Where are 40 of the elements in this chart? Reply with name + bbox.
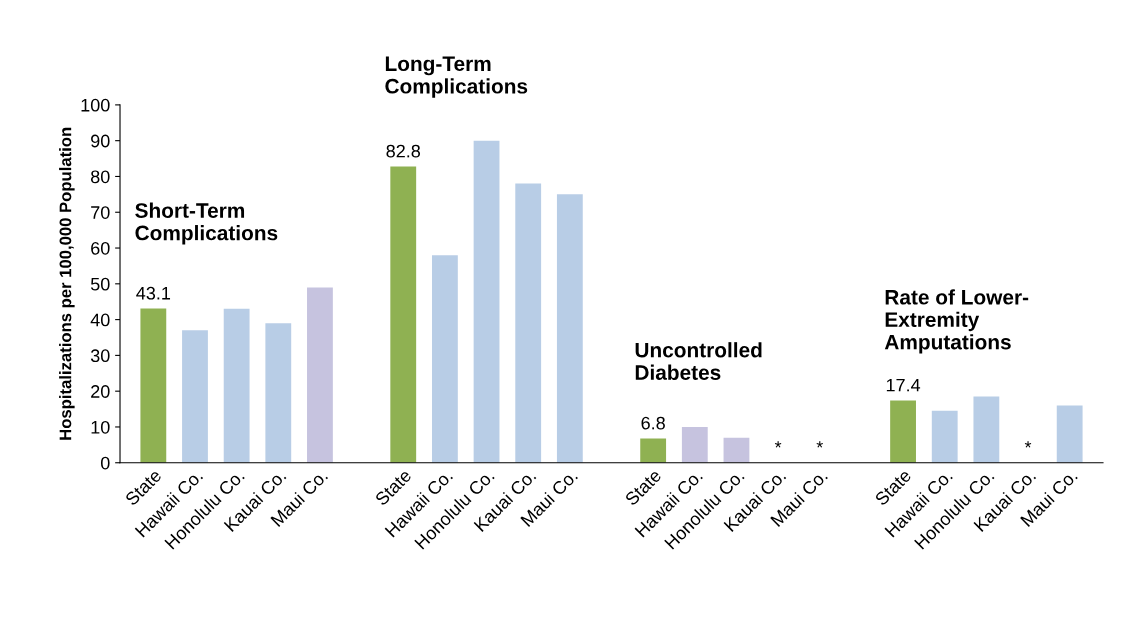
y-tick-label: 80 <box>91 170 110 184</box>
data-label: 6.8 <box>641 416 665 430</box>
bar <box>140 308 167 463</box>
bar <box>390 166 417 463</box>
bar <box>1056 405 1083 463</box>
bar <box>681 426 708 463</box>
y-tick-label: 40 <box>90 313 110 327</box>
y-tick-label: 90 <box>91 134 110 148</box>
annotation: Rate of Lower- Extremity Amputations <box>884 289 1029 354</box>
annotation: Short-Term Complications <box>135 202 278 245</box>
text: * <box>1024 441 1032 448</box>
y-tick-label: 60 <box>91 241 110 255</box>
data-label: 17.4 <box>886 378 921 392</box>
text: * <box>774 441 782 448</box>
bar <box>223 308 250 463</box>
bar <box>473 140 500 463</box>
y-tick-label: 100 <box>81 98 110 112</box>
bar <box>931 410 958 463</box>
bar <box>182 330 208 463</box>
bar <box>556 194 583 463</box>
bar <box>265 323 292 463</box>
y-tick-label: 0 <box>100 456 110 470</box>
data-label: 43.1 <box>136 286 171 300</box>
data-label: 82.8 <box>386 144 421 158</box>
y-tick-label: 20 <box>91 385 110 398</box>
bar <box>431 255 458 463</box>
bar <box>723 437 750 463</box>
bar <box>640 438 667 463</box>
bar <box>515 183 542 463</box>
y-tick-label: 50 <box>90 277 110 291</box>
y-tick-label: 30 <box>90 349 110 363</box>
y-tick-label: 10 <box>91 420 110 434</box>
bar <box>973 396 1000 463</box>
text: Long-Term Complications <box>385 56 528 98</box>
annotation: Uncontrolled Diabetes <box>635 342 762 380</box>
bar <box>890 400 916 463</box>
y-axis-title: Hospitalizations per 100,000 Population <box>59 127 75 440</box>
y-tick-label: 70 <box>91 206 110 219</box>
text: * <box>816 441 823 448</box>
bar <box>307 287 333 463</box>
